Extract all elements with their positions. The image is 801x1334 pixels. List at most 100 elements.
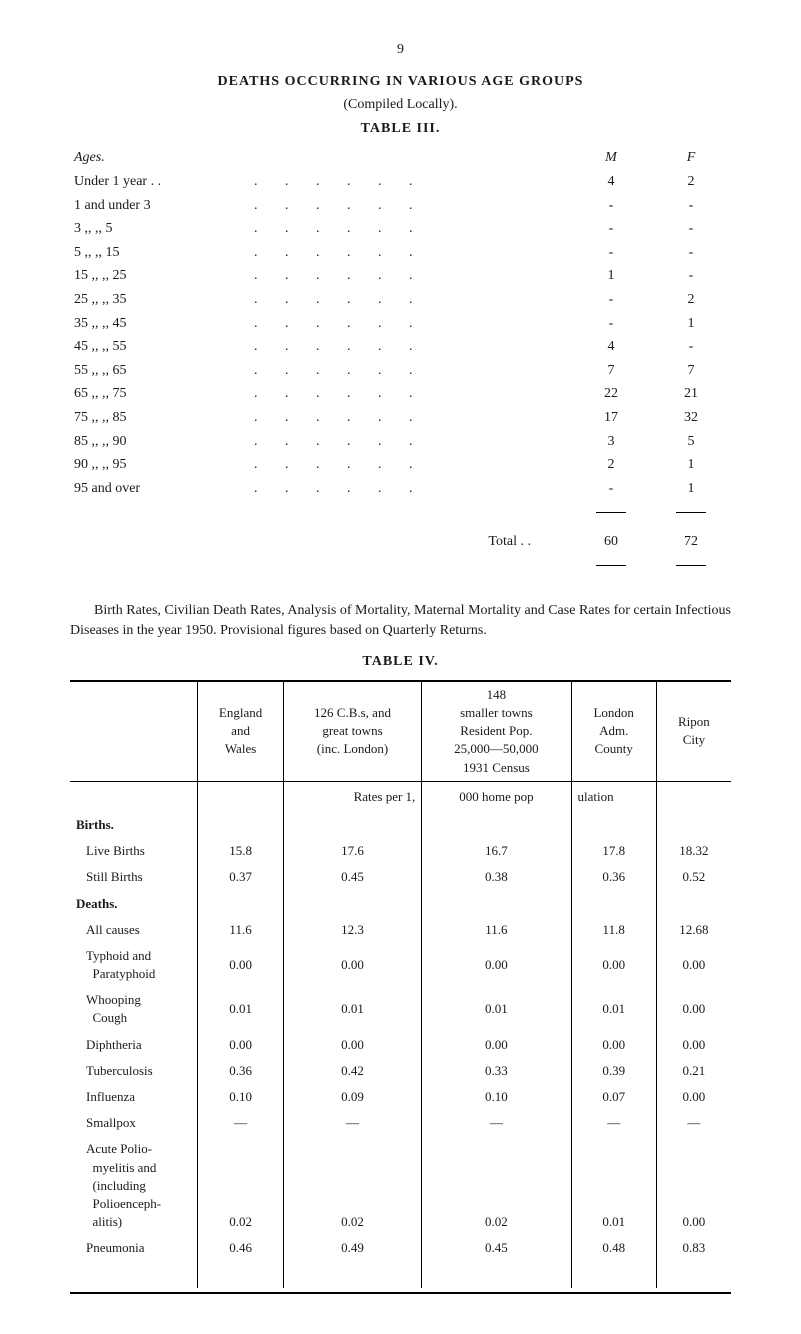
cell: 0.01 — [198, 987, 283, 1031]
table3-divider-row — [70, 500, 731, 524]
table3-row: 45 ,, ,, 55. . . . . .4- — [70, 335, 731, 359]
row-label: Pneumonia — [70, 1235, 198, 1261]
table4-bottom-rule — [70, 1292, 731, 1294]
cell: 0.02 — [198, 1136, 283, 1235]
table3-dots: . . . . . . — [250, 217, 571, 241]
table3-dots: . . . . . . — [250, 453, 571, 477]
cell: 0.02 — [283, 1136, 422, 1235]
table3-dots: . . . . . . — [250, 312, 571, 336]
table3-header-row: Ages. M F — [70, 146, 731, 170]
table3-age: 15 ,, ,, 25 — [70, 264, 250, 288]
table3-m: 3 — [571, 430, 651, 454]
table3-m: 7 — [571, 359, 651, 383]
table3-row: 3 ,, ,, 5. . . . . .-- — [70, 217, 731, 241]
table3-spacer — [250, 146, 571, 170]
table4-spacer-row — [70, 1262, 731, 1288]
rates-label-mid: 000 home pop — [422, 781, 571, 812]
cell: 17.8 — [571, 838, 656, 864]
table3-age: 55 ,, ,, 65 — [70, 359, 250, 383]
cell: 11.6 — [422, 917, 571, 943]
cell: 11.8 — [571, 917, 656, 943]
table3-m: 1 — [571, 264, 651, 288]
cell: — — [571, 1110, 656, 1136]
cell: 0.52 — [656, 864, 731, 890]
table3-row: 95 and over. . . . . .-1 — [70, 477, 731, 501]
table4-row: Live Births 15.8 17.6 16.7 17.8 18.32 — [70, 838, 731, 864]
deaths-section: Deaths. — [70, 891, 198, 917]
cell: 16.7 — [422, 838, 571, 864]
table3-row: 75 ,, ,, 85. . . . . .1732 — [70, 406, 731, 430]
cell: 0.45 — [422, 1235, 571, 1261]
table3-age: Under 1 year . . — [70, 170, 250, 194]
table3-divider-row — [70, 553, 731, 577]
table3-ages-header: Ages. — [70, 146, 250, 170]
table3-m: - — [571, 312, 651, 336]
cell: — — [198, 1110, 283, 1136]
table4-row: All causes 11.6 12.3 11.6 11.8 12.68 — [70, 917, 731, 943]
cell: 0.00 — [422, 943, 571, 987]
table3-dots: . . . . . . — [250, 359, 571, 383]
table3-f: - — [651, 194, 731, 218]
table3-m: - — [571, 241, 651, 265]
table3-f: - — [651, 264, 731, 288]
row-label: Smallpox — [70, 1110, 198, 1136]
cell: 12.68 — [656, 917, 731, 943]
page-number: 9 — [70, 40, 731, 60]
cell: 0.00 — [283, 1032, 422, 1058]
cell: 15.8 — [198, 838, 283, 864]
table3-row: 1 and under 3. . . . . .-- — [70, 194, 731, 218]
table3-age: 35 ,, ,, 45 — [70, 312, 250, 336]
table3-dots: . . . . . . — [250, 477, 571, 501]
table3-total-m: 60 — [571, 524, 651, 554]
row-label: Acute Polio- myelitis and (including Pol… — [70, 1136, 198, 1235]
table3-f: 1 — [651, 312, 731, 336]
table4-container: England and Wales 126 C.B.s, and great t… — [70, 680, 731, 1294]
table3-label: TABLE III. — [70, 119, 731, 139]
row-label: Diphtheria — [70, 1032, 198, 1058]
table4-col1-header: England and Wales — [198, 682, 283, 781]
births-section: Births. — [70, 812, 198, 838]
table3-row: 25 ,, ,, 35. . . . . .-2 — [70, 288, 731, 312]
cell: 0.39 — [571, 1058, 656, 1084]
table3-age: 5 ,, ,, 15 — [70, 241, 250, 265]
cell: 0.00 — [422, 1032, 571, 1058]
cell: 0.10 — [422, 1084, 571, 1110]
cell: 0.01 — [422, 987, 571, 1031]
rates-label-left: Rates per 1, — [283, 781, 422, 812]
cell: 0.37 — [198, 864, 283, 890]
table3-m: 2 — [571, 453, 651, 477]
row-label: Influenza — [70, 1084, 198, 1110]
table3-m: - — [571, 217, 651, 241]
table4-blank-header — [70, 682, 198, 781]
cell: 0.00 — [198, 1032, 283, 1058]
cell: 0.48 — [571, 1235, 656, 1261]
cell: 0.00 — [571, 943, 656, 987]
table4-header-row: England and Wales 126 C.B.s, and great t… — [70, 682, 731, 781]
table4-section-row: Deaths. — [70, 891, 731, 917]
cell: 0.09 — [283, 1084, 422, 1110]
cell: 0.00 — [571, 1032, 656, 1058]
table4-row: Whooping Cough 0.01 0.01 0.01 0.01 0.00 — [70, 987, 731, 1031]
table4-rates-row: Rates per 1, 000 home pop ulation — [70, 781, 731, 812]
row-label: Whooping Cough — [70, 987, 198, 1031]
cell: 12.3 — [283, 917, 422, 943]
table3: Ages. M F Under 1 year . .. . . . . .42 … — [70, 146, 731, 577]
table3-m: 17 — [571, 406, 651, 430]
table3-title: DEATHS OCCURRING IN VARIOUS AGE GROUPS — [70, 72, 731, 92]
table3-subtitle: (Compiled Locally). — [70, 95, 731, 115]
table3-dots: . . . . . . — [250, 170, 571, 194]
table3-f: 2 — [651, 170, 731, 194]
table3-total-row: Total . . 60 72 — [70, 524, 731, 554]
row-label: All causes — [70, 917, 198, 943]
row-label: Live Births — [70, 838, 198, 864]
table4-section-row: Births. — [70, 812, 731, 838]
table4-col2-header: 126 C.B.s, and great towns (inc. London) — [283, 682, 422, 781]
table4-row: Influenza 0.10 0.09 0.10 0.07 0.00 — [70, 1084, 731, 1110]
table4: England and Wales 126 C.B.s, and great t… — [70, 682, 731, 1288]
table3-age: 45 ,, ,, 55 — [70, 335, 250, 359]
table3-age: 1 and under 3 — [70, 194, 250, 218]
table3-m: - — [571, 477, 651, 501]
table4-row: Acute Polio- myelitis and (including Pol… — [70, 1136, 731, 1235]
cell: 0.07 — [571, 1084, 656, 1110]
table3-f: 5 — [651, 430, 731, 454]
